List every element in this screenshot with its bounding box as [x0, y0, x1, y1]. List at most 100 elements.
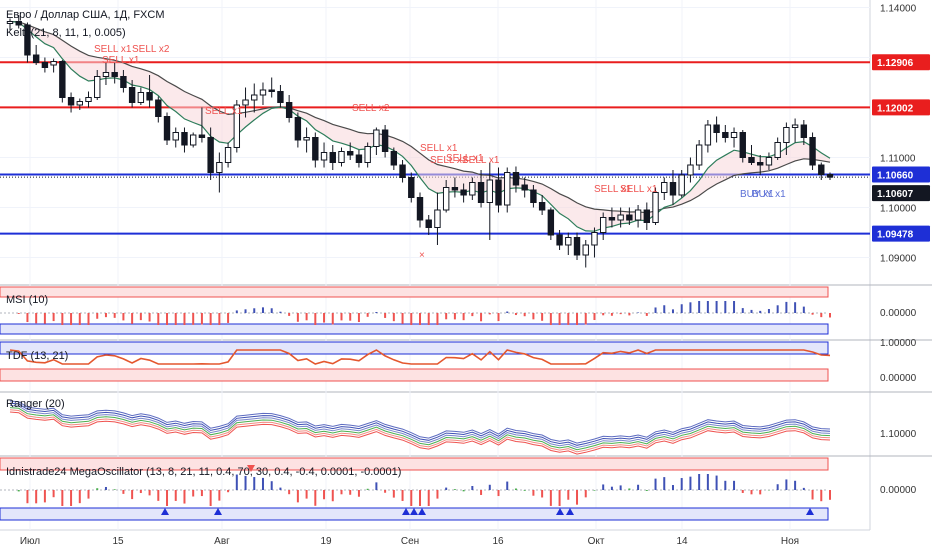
- candle-body: [94, 76, 101, 98]
- axis-layer: 1.140001.130001.120001.110001.100001.090…: [20, 4, 930, 547]
- buy-signal-label: BUY x1: [740, 189, 774, 200]
- candle-body: [189, 134, 197, 146]
- candle-body: [521, 184, 528, 191]
- candle-body: [774, 142, 781, 158]
- mega-buy-triangle: [556, 508, 564, 515]
- candle-body: [285, 102, 293, 118]
- candle-body: [146, 92, 153, 101]
- candle-body: [512, 172, 520, 186]
- candle-body: [434, 209, 441, 228]
- candle-body: [739, 132, 746, 158]
- candle-body: [6, 21, 14, 24]
- candle-body: [722, 132, 729, 138]
- candle-body: [530, 189, 537, 203]
- sell-signal-label: SELL x1: [594, 184, 632, 195]
- price-badge: [872, 185, 930, 202]
- sell-signal-label: SELL x1: [94, 44, 132, 55]
- candle-body: [329, 152, 336, 163]
- candle-body: [556, 234, 563, 246]
- candle-body: [730, 132, 738, 138]
- ranger-line: [9, 402, 831, 446]
- candle-body: [85, 97, 92, 102]
- candle-body: [757, 162, 764, 166]
- candle-body: [765, 157, 773, 166]
- candle-body: [399, 164, 406, 178]
- sell-signal-label: SELL x2: [132, 44, 170, 55]
- candle-body: [381, 129, 389, 152]
- tdf-line: [9, 349, 831, 365]
- candle-body: [15, 21, 22, 26]
- candle-body: [312, 137, 319, 161]
- candle-body: [460, 189, 467, 196]
- candle-body: [355, 154, 363, 163]
- mega-buy-triangle: [402, 508, 410, 515]
- mega-buy-triangle: [418, 508, 426, 515]
- candle-body: [120, 76, 127, 88]
- candle-body: [704, 124, 712, 146]
- indicator-panels: [0, 286, 831, 521]
- price-badge-label: 1.10660: [877, 171, 914, 182]
- candle-body: [277, 91, 284, 103]
- slow-ema-line: [9, 20, 831, 214]
- mega-title: Idnistrade24 MegaOscillator (13, 8, 21, …: [6, 466, 401, 478]
- tdf-tick-bottom: 0.00000: [880, 373, 917, 384]
- mega-buy-triangle: [566, 508, 574, 515]
- candle-body: [547, 209, 555, 236]
- candle-body: [172, 132, 179, 141]
- indicator-title: Kelti (21, 8, 11, 1, 0.005): [6, 27, 126, 39]
- time-tick-label: Сен: [401, 536, 419, 547]
- price-badge: [872, 54, 930, 71]
- price-tick-label: 1.09000: [880, 254, 917, 265]
- candle-body: [451, 187, 459, 191]
- ranger-line: [9, 409, 831, 453]
- candle-body: [504, 172, 511, 206]
- candle-body: [224, 147, 232, 163]
- price-tick-label: 1.11000: [880, 154, 916, 165]
- candle-body: [643, 209, 651, 223]
- sell-signal-label: SELL x1: [430, 155, 468, 166]
- candle-body: [216, 162, 223, 173]
- candle-body: [800, 124, 808, 138]
- candle-body: [41, 62, 49, 68]
- candle-body: [783, 127, 790, 143]
- price-badge: [872, 225, 930, 242]
- candle-body: [24, 24, 31, 56]
- sell-signal-label: SELL x1: [420, 143, 458, 154]
- candle-body: [303, 137, 310, 141]
- candle-body: [163, 116, 171, 141]
- price-tick-label: 1.14000: [880, 4, 917, 15]
- price-badge: [872, 99, 930, 116]
- candle-body: [128, 87, 136, 103]
- cross-marker: ×: [419, 250, 425, 261]
- candle-body: [111, 72, 118, 77]
- candle-body: [294, 117, 302, 141]
- mega-buy-triangle: [410, 508, 418, 515]
- candle-body: [233, 104, 241, 148]
- candle-body: [809, 137, 816, 166]
- tdf-tick-top: 1.00000: [880, 338, 917, 349]
- candle-body: [67, 97, 75, 106]
- candle-body: [565, 237, 572, 246]
- ranger-line: [9, 411, 831, 455]
- mega-buy-triangle: [214, 508, 222, 515]
- candle-body: [687, 164, 694, 176]
- msi-upper-zone: [0, 286, 829, 298]
- candle-body: [137, 92, 145, 103]
- candle-body: [242, 99, 249, 106]
- candle-body: [102, 72, 110, 77]
- candle-body: [661, 182, 668, 193]
- mega-upper-zone: [0, 457, 829, 471]
- candle-body: [76, 101, 83, 106]
- sell-signal-label: SELL x1: [446, 153, 484, 164]
- candle-body: [181, 132, 188, 146]
- candle-body: [748, 157, 755, 163]
- time-tick-label: Июл: [20, 536, 40, 547]
- candle-body: [59, 61, 66, 98]
- candle-body: [582, 244, 589, 256]
- time-tick-label: 19: [320, 536, 332, 547]
- candle-body: [390, 151, 398, 166]
- candle-body: [207, 137, 214, 173]
- candle-body: [818, 164, 825, 175]
- sell-signal-label: SELL x1: [462, 155, 500, 166]
